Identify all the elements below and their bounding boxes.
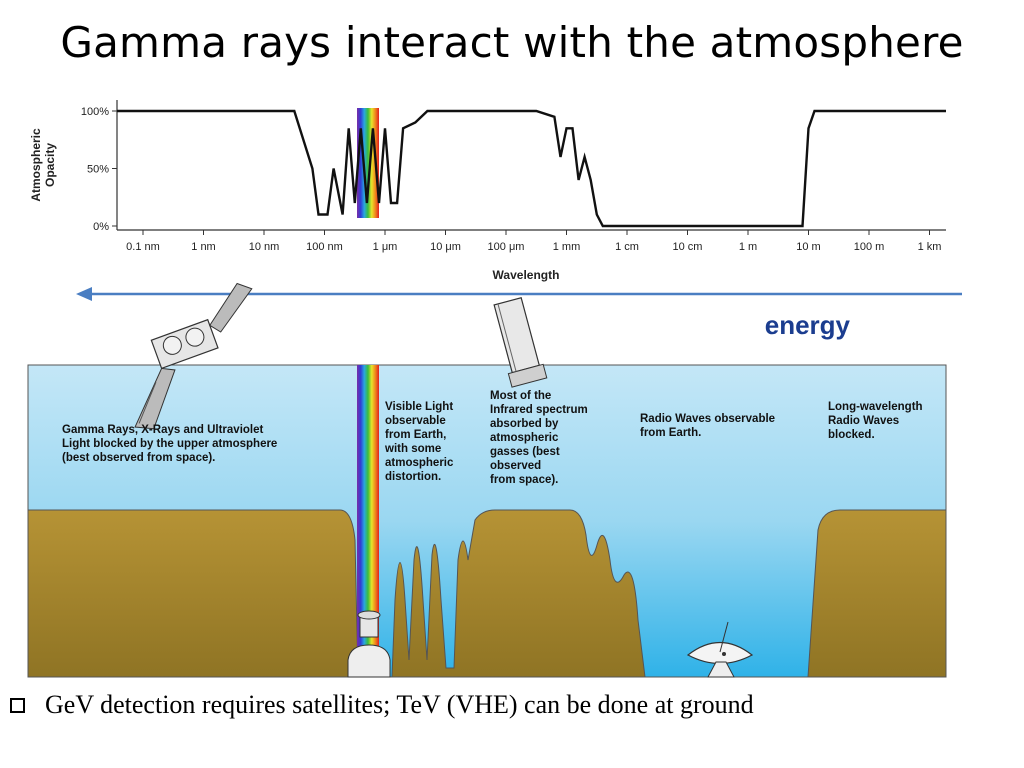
x-tick-label: 1 μm xyxy=(373,241,398,253)
x-tick-label: 1 nm xyxy=(191,241,215,253)
satellite-icon xyxy=(134,282,253,430)
opacity-curve xyxy=(117,109,946,228)
y-tick-label: 50% xyxy=(87,164,109,176)
x-tick-label: 10 cm xyxy=(673,241,703,253)
ground-silhouette xyxy=(27,509,947,678)
note-long-wavelength: Long-wavelength Radio Waves blocked. xyxy=(828,401,923,441)
visible-light-beam xyxy=(357,365,379,657)
x-tick-label: 1 m xyxy=(739,241,757,253)
x-tick-label: 1 km xyxy=(918,241,942,253)
x-tick-label: 100 μm xyxy=(488,241,525,253)
optical-observatory-icon xyxy=(347,610,391,678)
x-tick-label: 10 μm xyxy=(430,241,461,253)
note-gamma-rays: Gamma Rays, X-Rays and Ultraviolet Light … xyxy=(62,424,277,464)
y-tick-label: 0% xyxy=(93,221,109,233)
x-tick-label: 10 m xyxy=(796,241,820,253)
y-axis-label: AtmosphericOpacity xyxy=(29,128,57,202)
x-ticks: 0.1 nm 1 nm 10 nm 100 nm 1 μm 10 μm 100 μm 1 mm… xyxy=(126,230,941,253)
note-infrared: Most of the Infrared spectrum absorbed by a… xyxy=(490,390,588,486)
y-ticks: 100% 50% 0% xyxy=(81,106,117,233)
x-tick-label: 100 m xyxy=(854,241,885,253)
chart-axes xyxy=(116,100,946,231)
x-tick-label: 0.1 nm xyxy=(126,241,160,253)
x-tick-label: 100 nm xyxy=(306,241,343,253)
note-radio-waves: Radio Waves observable from Earth. xyxy=(640,413,775,439)
telescope-icon xyxy=(493,297,548,388)
y-tick-label: 100% xyxy=(81,106,109,118)
energy-label: energy xyxy=(765,310,851,340)
x-tick-label: 10 nm xyxy=(249,241,280,253)
radio-dish-icon xyxy=(686,621,754,678)
x-tick-label: 1 cm xyxy=(615,241,639,253)
note-visible-light: Visible Light observable from Earth, with s… xyxy=(384,401,454,483)
checkbox-bullet-icon xyxy=(10,697,25,713)
bullet-text: GeV detection requires satellites; TeV (… xyxy=(45,690,754,719)
x-axis-label: Wavelength xyxy=(493,268,560,282)
x-tick-label: 1 mm xyxy=(553,241,581,253)
page-title: Gamma rays interact with the atmosphere xyxy=(60,18,964,67)
bullet-item: GeV detection requires satellites; TeV (… xyxy=(10,690,1010,720)
